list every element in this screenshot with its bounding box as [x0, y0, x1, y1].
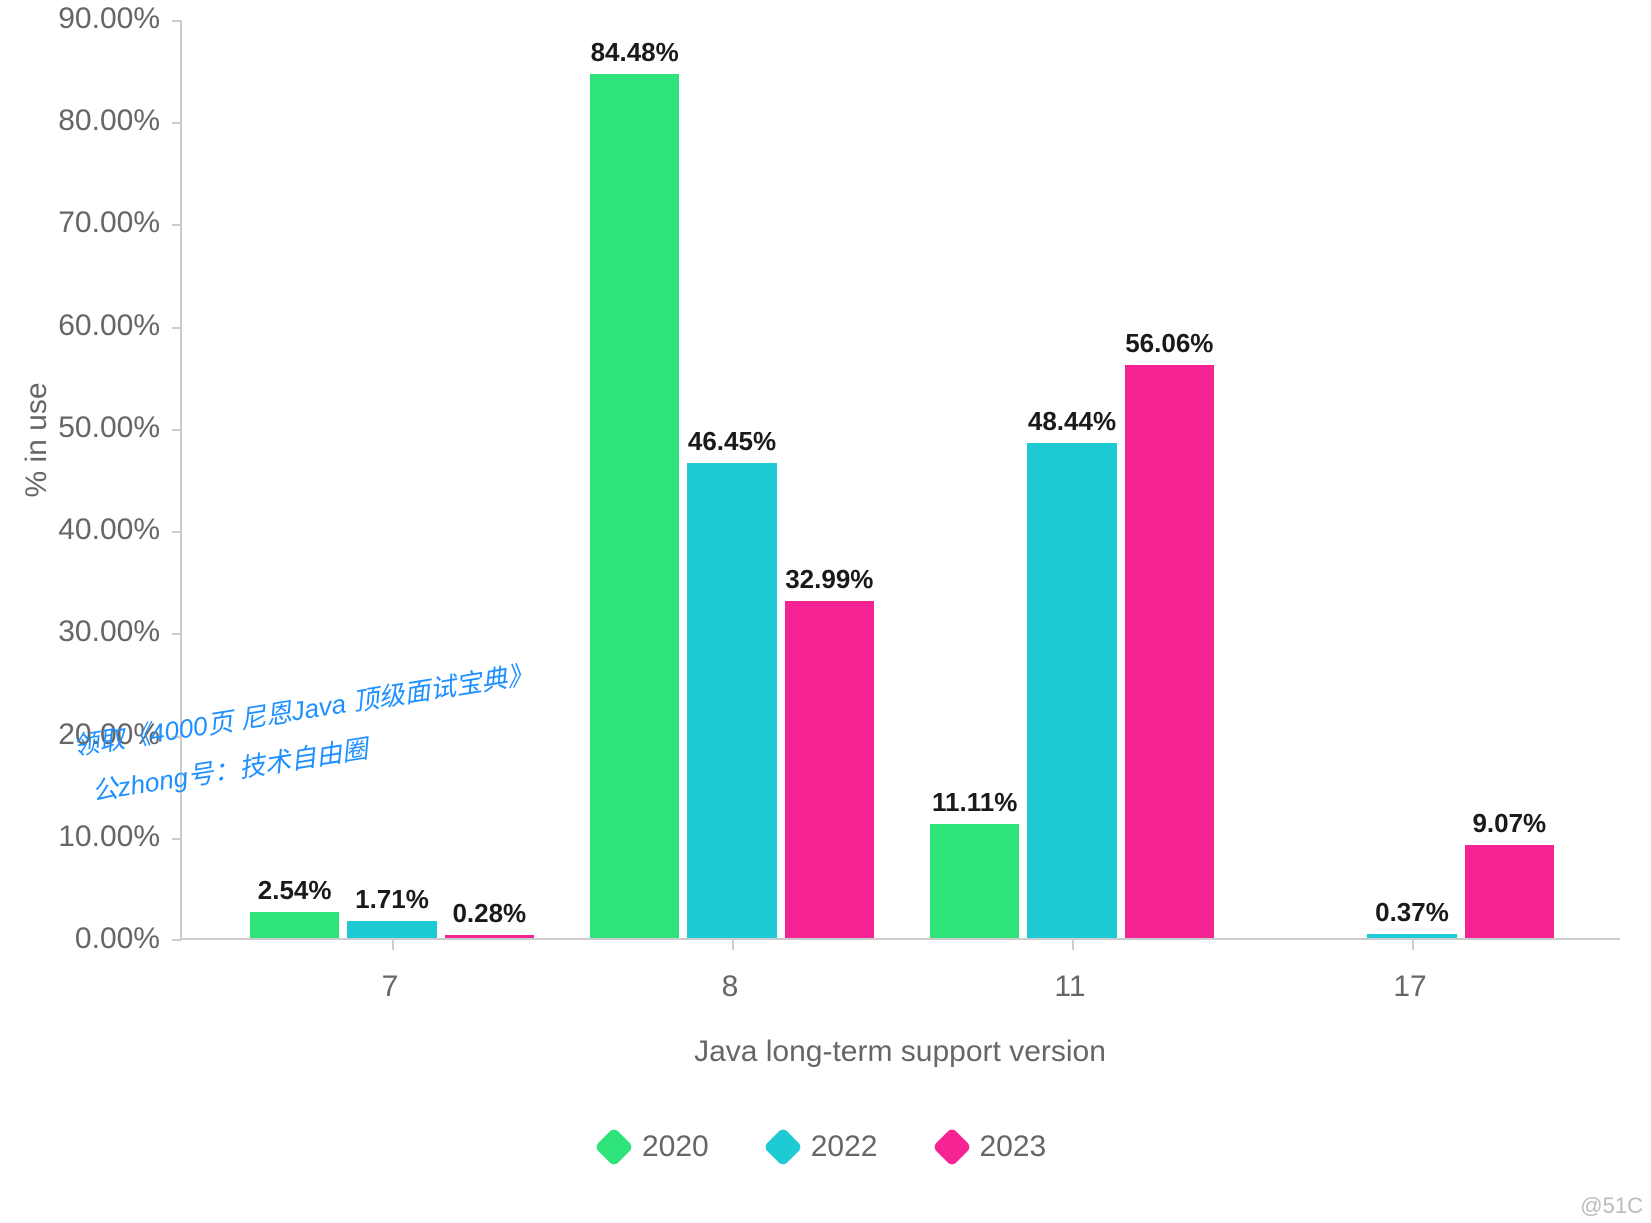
- y-tick-label: 30.00%: [0, 615, 160, 649]
- y-tick-label: 50.00%: [0, 411, 160, 445]
- bar-group: 2.54% 1.71% 0.28%: [246, 18, 538, 938]
- legend-label: 2020: [642, 1130, 709, 1164]
- java-lts-usage-chart: % in use 2.54%1.71%0.28%84.48%46.45%32.9…: [0, 0, 1651, 1223]
- legend-swatch-icon: [594, 1127, 634, 1167]
- legend-swatch-icon: [932, 1127, 972, 1167]
- legend-label: 2023: [980, 1130, 1047, 1164]
- y-tick-label: 90.00%: [0, 2, 160, 36]
- bar: 2.54%: [250, 912, 339, 938]
- bar-value-label: 0.37%: [1375, 897, 1449, 934]
- bar: 0.37%: [1367, 934, 1456, 938]
- plot-area: 2.54%1.71%0.28%84.48%46.45%32.99%11.11%4…: [180, 20, 1620, 940]
- y-tick-label: 10.00%: [0, 820, 160, 854]
- legend-item: 2020: [600, 1130, 709, 1164]
- y-tick-label: 70.00%: [0, 206, 160, 240]
- x-category-label: 17: [1393, 970, 1426, 1004]
- bar-group: 0.37% 9.07%: [1266, 18, 1558, 938]
- bar: 32.99%: [785, 601, 874, 938]
- y-tick-label: 0.00%: [0, 922, 160, 956]
- bar: 1.71%: [347, 921, 436, 938]
- bar-value-label: 11.11%: [932, 787, 1017, 824]
- bar-value-label: 2.54%: [258, 875, 332, 912]
- bar-value-label: 9.07%: [1472, 808, 1546, 845]
- bar-value-label: 48.44%: [1028, 406, 1116, 443]
- bar: 56.06%: [1125, 365, 1214, 938]
- bar-value-label: 56.06%: [1125, 328, 1213, 365]
- legend: 2020 2022 2023: [600, 1130, 1046, 1164]
- bar: 9.07%: [1465, 845, 1554, 938]
- bar: 0.28%: [445, 935, 534, 938]
- y-tick-label: 40.00%: [0, 513, 160, 547]
- legend-label: 2022: [811, 1130, 878, 1164]
- bar-value-label: 1.71%: [355, 884, 429, 921]
- bar-group: 84.48%46.45%32.99%: [586, 18, 878, 938]
- legend-item: 2022: [769, 1130, 878, 1164]
- y-tick-label: 60.00%: [0, 309, 160, 343]
- legend-item: 2023: [938, 1130, 1047, 1164]
- bar-value-label: 32.99%: [785, 564, 873, 601]
- x-category-label: 7: [382, 970, 399, 1004]
- bar: 46.45%: [687, 463, 776, 938]
- bar: 84.48%: [590, 74, 679, 938]
- bar-value-label: 84.48%: [591, 37, 679, 74]
- x-category-label: 8: [722, 970, 739, 1004]
- bar-value-label: 0.28%: [452, 898, 526, 935]
- bar-group: 11.11%48.44%56.06%: [926, 18, 1218, 938]
- watermark-corner: @51C: [1580, 1193, 1643, 1219]
- bar: 11.11%: [930, 824, 1019, 938]
- y-tick-label: 80.00%: [0, 104, 160, 138]
- x-category-label: 11: [1054, 970, 1085, 1004]
- legend-swatch-icon: [763, 1127, 803, 1167]
- bar: 48.44%: [1027, 443, 1116, 938]
- bar-value-label: 46.45%: [688, 426, 776, 463]
- x-axis-title: Java long-term support version: [180, 1035, 1620, 1069]
